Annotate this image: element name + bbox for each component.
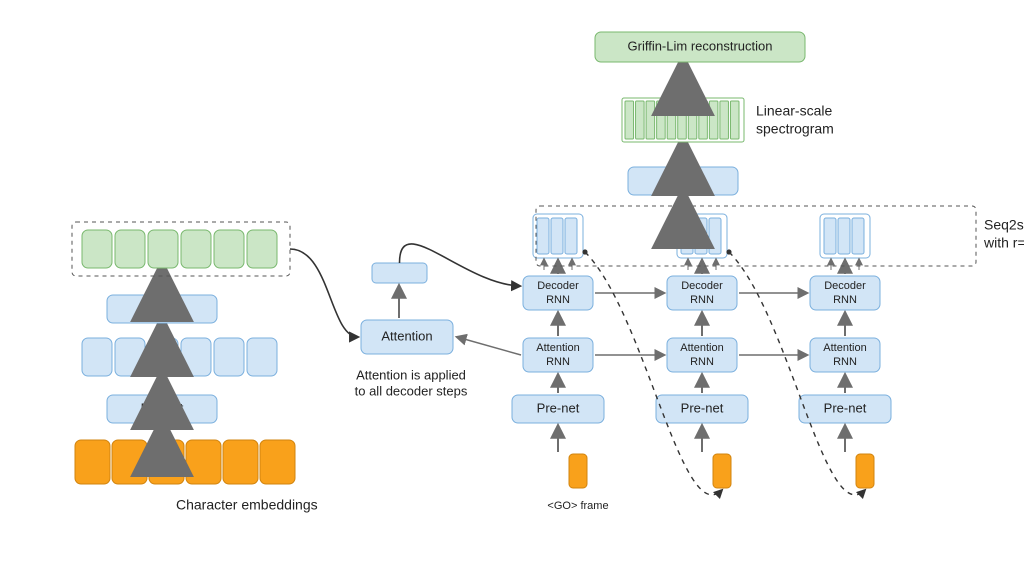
go-frame: [569, 454, 587, 488]
encoder-prenet-label: Pre-net: [141, 400, 184, 415]
spectrogram-bar: [646, 101, 655, 139]
spectrogram-bar: [688, 101, 697, 139]
dec-out-bar: [838, 218, 850, 254]
decoder-cbhg-label: CBHG: [664, 172, 702, 187]
arrow-attnrnn-to-attention: [457, 337, 521, 355]
char-emb-cell: [223, 440, 258, 484]
dec-out-bar: [537, 218, 549, 254]
encoder-cbhg-label: CBHG: [143, 300, 181, 315]
decoder-rnn-label1: Decoder: [537, 280, 579, 292]
decoder-rnn-label2: RNN: [546, 294, 570, 306]
spectrogram-bar: [709, 101, 718, 139]
enc-mid-cell: [214, 338, 244, 376]
spectrogram-bar: [730, 101, 739, 139]
attention-rnn-label1: Attention: [680, 342, 723, 354]
attention-rnn-label2: RNN: [833, 356, 857, 368]
decoder-prenet-label: Pre-net: [681, 400, 724, 415]
spectrogram-bar: [720, 101, 729, 139]
dec-out-bar: [824, 218, 836, 254]
attention-label: Attention: [381, 328, 432, 343]
dec-input-frame: [713, 454, 731, 488]
dec-out-bar: [681, 218, 693, 254]
decoder-rnn-label1: Decoder: [824, 280, 866, 292]
dec-out-bar: [695, 218, 707, 254]
context-vector: [372, 263, 427, 283]
spectrogram-bar: [625, 101, 634, 139]
linspec-label1: Linear-scale: [756, 103, 832, 119]
dec-out-bar: [565, 218, 577, 254]
enc-out-cell: [148, 230, 178, 268]
diagram-canvas: Character embeddings Pre-net CBHG Attention…: [0, 0, 1024, 576]
linspec-label2: spectrogram: [756, 121, 834, 137]
char-emb-cell: [186, 440, 221, 484]
spectrogram-bar: [699, 101, 708, 139]
dec-out-bar: [852, 218, 864, 254]
enc-mid-cell: [148, 338, 178, 376]
dec-out-bar: [551, 218, 563, 254]
dec-out-dash: [536, 206, 976, 266]
enc-mid-cell: [82, 338, 112, 376]
enc-mid-cell: [181, 338, 211, 376]
attention-rnn-label1: Attention: [823, 342, 866, 354]
decoder-rnn-label2: RNN: [690, 294, 714, 306]
char-emb-cell: [75, 440, 110, 484]
enc-out-cell: [82, 230, 112, 268]
dec-input-frame: [856, 454, 874, 488]
attention-rnn-label2: RNN: [546, 356, 570, 368]
attention-rnn-label2: RNN: [690, 356, 714, 368]
attention-note-1: Attention is applied: [356, 367, 466, 382]
enc-mid-cell: [115, 338, 145, 376]
go-frame-label: <GO> frame: [547, 500, 608, 512]
enc-out-cell: [181, 230, 211, 268]
decoder-rnn-label1: Decoder: [681, 280, 723, 292]
enc-out-cell: [214, 230, 244, 268]
seq2seq-label1: Seq2seq target: [984, 217, 1024, 233]
seq2seq-label2: with r=3: [983, 235, 1024, 251]
enc-mid-cell: [247, 338, 277, 376]
decoder-rnn-label2: RNN: [833, 294, 857, 306]
decoder-prenet-label: Pre-net: [537, 400, 580, 415]
char-emb-cell: [112, 440, 147, 484]
spectrogram-bar: [678, 101, 687, 139]
enc-out-cell: [115, 230, 145, 268]
dec-out-bar: [709, 218, 721, 254]
curve-encoder-attention: [290, 249, 358, 337]
char-emb-cell: [149, 440, 184, 484]
char-emb-label: Character embeddings: [176, 497, 318, 513]
griffin-lim-label: Griffin-Lim reconstruction: [628, 38, 773, 53]
enc-out-cell: [247, 230, 277, 268]
decoder-prenet-label: Pre-net: [824, 400, 867, 415]
char-emb-cell: [260, 440, 295, 484]
spectrogram-bar: [657, 101, 666, 139]
spectrogram-bar: [667, 101, 676, 139]
attention-note-2: to all decoder steps: [355, 383, 468, 398]
attention-rnn-label1: Attention: [536, 342, 579, 354]
spectrogram-bar: [636, 101, 645, 139]
